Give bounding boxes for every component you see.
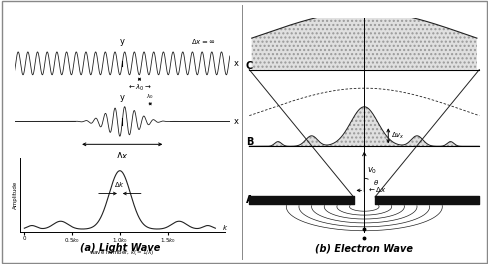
Text: A: A (245, 195, 253, 205)
Text: (b) Electron Wave: (b) Electron Wave (315, 243, 412, 253)
Text: (a) Light Wave: (a) Light Wave (80, 243, 160, 253)
Text: $\leftarrow\lambda_0\rightarrow$: $\leftarrow\lambda_0\rightarrow$ (127, 83, 152, 93)
Text: x: x (234, 59, 239, 68)
Text: B: B (245, 136, 253, 147)
Text: $v_0$: $v_0$ (366, 166, 376, 176)
Text: $\Delta x = \infty$: $\Delta x = \infty$ (191, 37, 215, 46)
Text: y: y (120, 37, 124, 46)
X-axis label: wave number, $\tilde{k}(= 1/\lambda)$: wave number, $\tilde{k}(= 1/\lambda)$ (89, 248, 155, 258)
Text: x: x (234, 117, 239, 126)
Text: C: C (245, 61, 252, 71)
Text: $\Delta v_x$: $\Delta v_x$ (390, 131, 404, 141)
Text: $\Delta k$: $\Delta k$ (114, 180, 125, 189)
Text: $\theta$: $\theta$ (372, 178, 378, 187)
Text: $\leftarrow\Delta x$: $\leftarrow\Delta x$ (366, 185, 386, 194)
Text: $\Delta x$: $\Delta x$ (116, 150, 128, 161)
Text: k: k (223, 225, 226, 231)
Text: y: y (120, 93, 124, 102)
Y-axis label: Amplitude: Amplitude (13, 181, 18, 210)
Text: $\lambda_0$: $\lambda_0$ (146, 92, 154, 101)
